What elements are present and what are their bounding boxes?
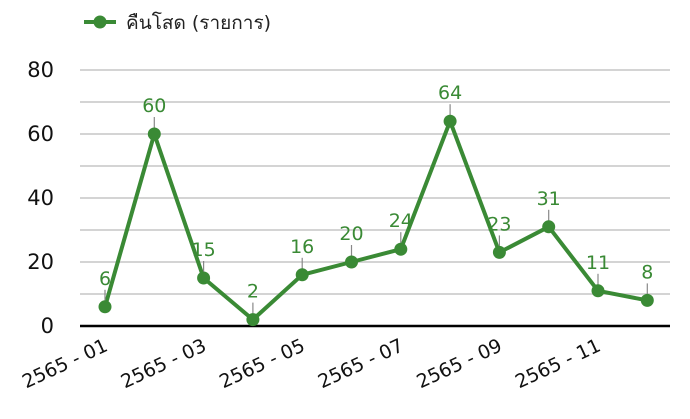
x-tick-label: 2565 - 05	[216, 335, 308, 394]
data-label: 15	[192, 239, 216, 261]
data-point	[345, 255, 358, 269]
data-point	[295, 268, 309, 282]
x-tick-label: 2565 - 09	[413, 335, 505, 394]
y-tick-label: 60	[27, 122, 54, 146]
y-tick-label: 80	[27, 58, 54, 82]
data-label: 16	[290, 236, 314, 258]
data-label: 60	[142, 95, 166, 117]
legend-marker-swatch	[93, 15, 107, 29]
data-label: 8	[641, 261, 653, 283]
data-point	[246, 313, 260, 327]
x-axis-ticks: 2565 - 01 2565 - 03 2565 - 05 2565 - 07 2565…	[19, 335, 604, 394]
series-line	[103, 119, 648, 322]
y-axis-ticks: 0 20 40 60 80	[27, 58, 54, 338]
legend-label: คืนโสด (รายการ)	[126, 11, 271, 34]
data-label: 31	[537, 188, 561, 210]
data-point	[394, 242, 408, 256]
data-point	[492, 245, 506, 259]
data-label: 2	[247, 281, 259, 303]
y-tick-label: 40	[27, 186, 54, 210]
data-label: 23	[487, 213, 511, 235]
data-point	[443, 114, 457, 128]
data-point	[542, 220, 556, 234]
data-point	[197, 271, 211, 285]
x-tick-label: 2565 - 11	[512, 335, 604, 394]
data-point	[640, 293, 654, 307]
data-label: 64	[438, 82, 462, 104]
data-point	[98, 300, 112, 314]
data-label: 6	[99, 268, 111, 290]
data-label: 24	[389, 210, 413, 232]
data-point	[147, 127, 161, 141]
x-tick-label: 2565 - 01	[19, 335, 111, 394]
series-plot: 6 60 15 2 16 20 24 64 23 31 11 8	[98, 82, 654, 327]
gridlines	[80, 69, 670, 295]
data-label: 20	[339, 223, 363, 245]
y-tick-label: 0	[41, 314, 54, 338]
x-tick-label: 2565 - 07	[315, 335, 407, 394]
data-point	[591, 284, 605, 298]
y-tick-label: 20	[27, 250, 54, 274]
data-label: 11	[586, 252, 610, 274]
legend: คืนโสด (รายการ)	[84, 11, 271, 34]
x-tick-label: 2565 - 03	[118, 335, 210, 394]
